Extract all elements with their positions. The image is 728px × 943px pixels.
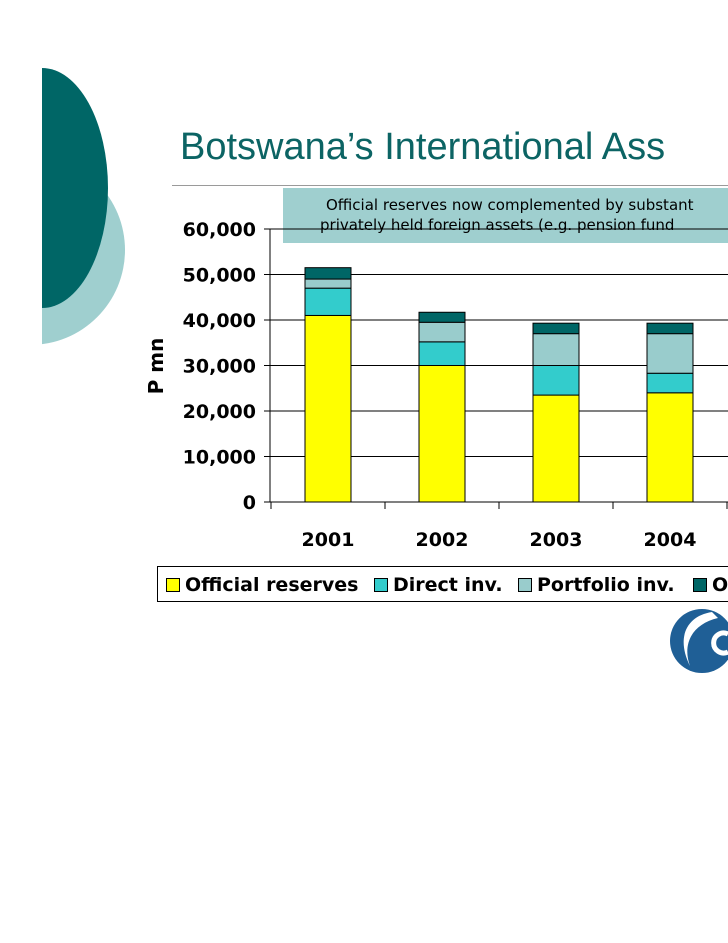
y-tick-label: 40,000 bbox=[183, 310, 256, 332]
logo-swoosh bbox=[683, 612, 718, 666]
title-divider bbox=[172, 185, 728, 186]
legend-swatch-portfolio bbox=[518, 578, 532, 592]
bar-segment bbox=[418, 341, 466, 366]
brand-logo bbox=[670, 609, 728, 673]
page-title: Botswana’s International Ass bbox=[180, 126, 666, 168]
y-tick-label: 60,000 bbox=[183, 219, 256, 241]
y-tick-label: 20,000 bbox=[183, 401, 256, 423]
legend-label-portfolio: Portfolio inv. bbox=[537, 574, 675, 596]
bar-segment bbox=[418, 365, 466, 503]
dark-teal-circle bbox=[42, 68, 108, 308]
bar-segment bbox=[646, 392, 694, 503]
x-tick-label: 2001 bbox=[302, 529, 355, 551]
y-tick-label: 30,000 bbox=[183, 356, 256, 378]
legend-item-official-reserves: Official reserves bbox=[166, 575, 358, 595]
bar-segment bbox=[418, 321, 466, 343]
bar-segment bbox=[532, 394, 580, 503]
y-tick-label: 0 bbox=[243, 492, 256, 514]
bar-segment bbox=[532, 333, 580, 366]
bar-segment bbox=[532, 365, 580, 396]
legend-swatch-official bbox=[166, 578, 180, 592]
legend-item-portfolio-inv: Portfolio inv. bbox=[518, 575, 675, 595]
bar-segment bbox=[646, 322, 694, 335]
bar-segment bbox=[646, 372, 694, 394]
left-margin-mask bbox=[0, 0, 42, 943]
legend-item-other: O bbox=[693, 575, 728, 595]
y-tick-label: 50,000 bbox=[183, 265, 256, 287]
callout-line-1: Official reserves now complemented by su… bbox=[326, 196, 694, 214]
x-tick-label: 2004 bbox=[644, 529, 697, 551]
bar-segment bbox=[532, 322, 580, 335]
bar-segment bbox=[304, 287, 352, 316]
callout-box: Official reserves now complemented by su… bbox=[283, 188, 728, 243]
legend-swatch-direct bbox=[374, 578, 388, 592]
legend-swatch-other bbox=[693, 578, 707, 592]
x-tick-label: 2002 bbox=[416, 529, 469, 551]
legend-label-other: O bbox=[712, 574, 728, 596]
bar-segment bbox=[304, 267, 352, 280]
legend-item-direct-inv: Direct inv. bbox=[374, 575, 503, 595]
y-axis-label: P mn bbox=[144, 338, 168, 395]
legend-label-direct: Direct inv. bbox=[393, 574, 503, 596]
chart-legend: Official reserves Direct inv. Portfolio … bbox=[157, 566, 728, 602]
bar-segment bbox=[304, 314, 352, 503]
logo-circle bbox=[670, 609, 728, 673]
bar-segment bbox=[304, 278, 352, 289]
legend-label-official: Official reserves bbox=[185, 574, 359, 596]
y-tick-label: 10,000 bbox=[183, 447, 256, 469]
bar-segment bbox=[418, 311, 466, 323]
x-tick-label: 2003 bbox=[530, 529, 583, 551]
logo-e-glyph bbox=[711, 630, 728, 656]
bar-segment bbox=[646, 333, 694, 374]
